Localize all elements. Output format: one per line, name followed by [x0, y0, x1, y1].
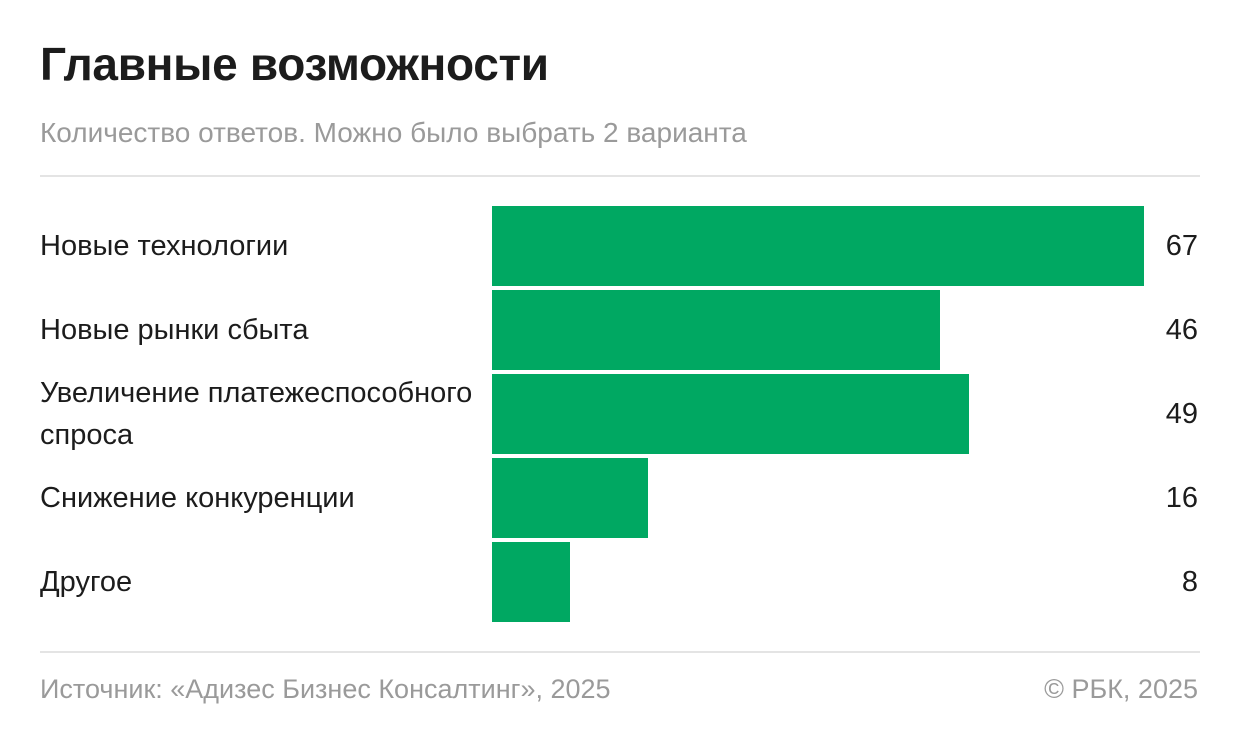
category-label: Новые технологии: [40, 230, 289, 262]
chart-title: Главные возможности: [40, 38, 549, 90]
source-note: Источник: «Адизес Бизнес Консалтинг», 20…: [40, 674, 611, 704]
bar: [492, 374, 969, 454]
bottom-divider: [40, 651, 1200, 653]
bar: [492, 542, 570, 622]
value-label: 8: [1181, 566, 1198, 598]
value-label: 16: [1165, 482, 1198, 514]
category-label: Новые рынки сбыта: [40, 314, 309, 346]
copyright-note: © РБК, 2025: [1044, 674, 1198, 704]
value-label: 67: [1165, 230, 1198, 262]
category-label: Другое: [40, 566, 133, 598]
bar: [492, 458, 648, 538]
category-label: Снижение конкуренции: [40, 482, 355, 514]
value-label: 49: [1165, 398, 1198, 430]
bar: [492, 290, 940, 370]
chart-subtitle: Количество ответов. Можно было выбрать 2…: [40, 117, 747, 148]
value-label: 46: [1165, 314, 1198, 346]
category-label: Увеличение платежеспособного спроса: [40, 377, 473, 451]
top-divider: [40, 175, 1200, 177]
bar: [492, 206, 1144, 286]
